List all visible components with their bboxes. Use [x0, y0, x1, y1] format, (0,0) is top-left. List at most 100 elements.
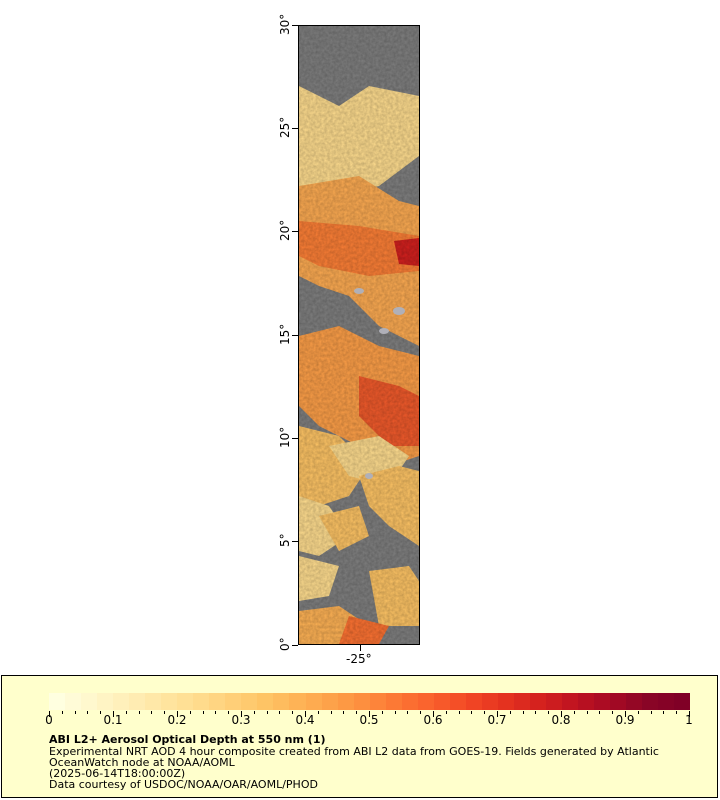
colorbar-segment: [129, 693, 146, 710]
colorbar-segment: [113, 693, 130, 710]
lat-tick: [292, 128, 298, 129]
colorbar-segment: [81, 693, 98, 710]
colorbar-segment: [225, 693, 242, 710]
colorbar-segment: [97, 693, 114, 710]
colorbar-segment: [177, 693, 194, 710]
colorbar-minor-tick: [484, 711, 486, 714]
colorbar-minor-tick: [586, 711, 588, 714]
colorbar-minor-tick: [689, 711, 690, 717]
colorbar-minor-tick: [433, 711, 434, 717]
colorbar-minor-tick: [100, 711, 102, 714]
colorbar-label: 0.2: [167, 713, 187, 727]
colorbar-minor-tick: [292, 711, 294, 714]
colorbar-minor-tick: [522, 711, 524, 714]
colorbar-segment: [513, 693, 530, 710]
colorbar-segment: [465, 693, 482, 710]
colorbar-minor-tick: [356, 711, 358, 714]
colorbar-segment: [578, 693, 595, 710]
colorbar-minor-tick: [471, 711, 473, 714]
colorbar-minor-tick: [650, 711, 652, 714]
colorbar-minor-tick: [445, 711, 447, 714]
colorbar-minor-tick: [420, 711, 422, 714]
colorbar-segment: [369, 693, 386, 710]
lat-label: 30°: [278, 13, 292, 35]
legend-timestamp: (2025-06-14T18:00:00Z): [49, 767, 186, 780]
colorbar: [49, 693, 691, 710]
colorbar-minor-tick: [676, 711, 678, 714]
colorbar-minor-tick: [599, 711, 601, 714]
colorbar-minor-tick: [548, 711, 550, 714]
legend-credit: Data courtesy of USDOC/NOAA/OAR/AOML/PHO…: [49, 778, 318, 791]
colorbar-segment: [417, 693, 434, 710]
aod-map: [298, 25, 420, 645]
colorbar-label: 0.7: [487, 713, 507, 727]
colorbar-minor-tick: [215, 711, 217, 714]
colorbar-minor-tick: [535, 711, 537, 714]
colorbar-segment: [433, 693, 450, 710]
colorbar-minor-tick: [253, 711, 255, 714]
colorbar-minor-tick: [228, 711, 230, 714]
colorbar-label: 0.8: [551, 713, 571, 727]
lat-tick: [292, 645, 298, 646]
colorbar-segment: [161, 693, 178, 710]
colorbar-minor-tick: [637, 711, 639, 714]
colorbar-minor-tick: [317, 711, 319, 714]
colorbar-minor-tick: [189, 711, 191, 714]
lat-label: 25°: [278, 116, 292, 138]
colorbar-segment: [610, 693, 627, 710]
colorbar-minor-tick: [663, 711, 665, 714]
lon-tick: [360, 645, 361, 651]
colorbar-minor-tick: [138, 711, 140, 714]
colorbar-minor-tick: [266, 711, 268, 714]
colorbar-segment: [305, 693, 322, 710]
colorbar-segment: [289, 693, 306, 710]
colorbar-label: 0.9: [615, 713, 635, 727]
colorbar-segment: [273, 693, 290, 710]
colorbar-label: 0.1: [103, 713, 123, 727]
colorbar-segment: [209, 693, 226, 710]
colorbar-minor-tick: [305, 711, 306, 717]
lat-tick: [292, 335, 298, 336]
aod-field: [299, 26, 419, 644]
colorbar-minor-tick: [61, 711, 63, 714]
colorbar-minor-tick: [509, 711, 511, 714]
colorbar-minor-tick: [625, 711, 626, 717]
lat-label: 5°: [278, 533, 292, 547]
colorbar-segment: [449, 693, 466, 710]
colorbar-label: 0.3: [231, 713, 251, 727]
colorbar-segment: [545, 693, 562, 710]
colorbar-minor-tick: [394, 711, 396, 714]
colorbar-minor-tick: [381, 711, 383, 714]
legend-panel: 0 0.1 0.2 0.3 0.4 0.5 0.6 0.7 0.8 0.9 1 …: [1, 675, 718, 798]
lat-tick: [292, 541, 298, 542]
colorbar-segment: [193, 693, 210, 710]
colorbar-minor-tick: [177, 711, 178, 717]
colorbar-minor-tick: [74, 711, 76, 714]
lon-label: -25°: [346, 652, 372, 666]
colorbar-minor-tick: [369, 711, 370, 717]
colorbar-minor-tick: [330, 711, 332, 714]
colorbar-ticks: [49, 711, 690, 719]
lat-label: 20°: [278, 219, 292, 241]
colorbar-segment: [241, 693, 258, 710]
lat-tick: [292, 438, 298, 439]
lat-tick: [292, 231, 298, 232]
colorbar-segment: [49, 693, 66, 710]
colorbar-segment: [642, 693, 659, 710]
colorbar-minor-tick: [241, 711, 242, 717]
colorbar-segment: [401, 693, 418, 710]
legend-title: ABI L2+ Aerosol Optical Depth at 550 nm …: [49, 733, 326, 746]
colorbar-minor-tick: [612, 711, 614, 714]
colorbar-minor-tick: [279, 711, 281, 714]
colorbar-minor-tick: [343, 711, 345, 714]
legend-description: Experimental NRT AOD 4 hour composite cr…: [49, 745, 659, 758]
lat-label: 10°: [278, 426, 292, 448]
colorbar-label: 0.4: [295, 713, 315, 727]
colorbar-segment: [674, 693, 691, 710]
colorbar-segment: [626, 693, 643, 710]
legend-description-cont: OceanWatch node at NOAA/AOML: [49, 756, 235, 769]
colorbar-segment: [594, 693, 611, 710]
colorbar-segment: [145, 693, 162, 710]
lat-label: 15°: [278, 323, 292, 345]
colorbar-segment: [529, 693, 546, 710]
